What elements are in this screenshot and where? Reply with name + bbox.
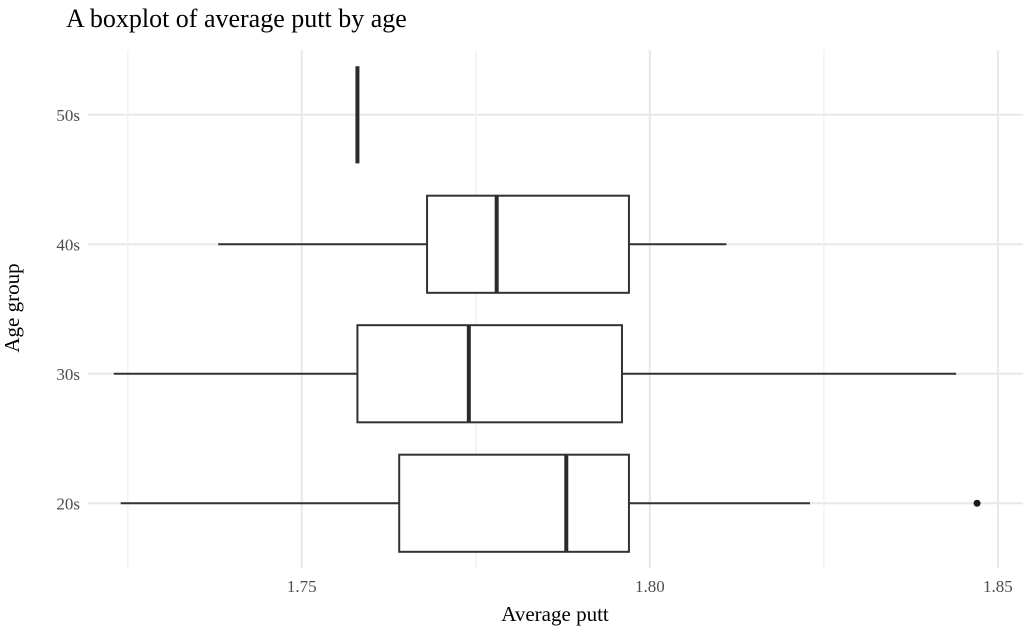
x-axis-title: Average putt <box>501 602 609 626</box>
chart-title: A boxplot of average putt by age <box>66 4 407 33</box>
x-tick-label-1.85: 1.85 <box>983 577 1013 596</box>
box-20s <box>398 453 630 553</box>
y-tick-label-30s: 30s <box>56 365 80 384</box>
y-tick-label-20s: 20s <box>56 494 80 513</box>
y-axis-title: Age group <box>0 263 24 353</box>
y-tick-label-50s: 50s <box>56 106 80 125</box>
box-40s <box>426 194 630 294</box>
box-30s <box>356 324 623 424</box>
x-tick-label-1.75: 1.75 <box>287 577 317 596</box>
x-tick-label-1.80: 1.80 <box>635 577 665 596</box>
outlier-point-20s <box>973 499 981 507</box>
y-tick-label-40s: 40s <box>56 235 80 254</box>
